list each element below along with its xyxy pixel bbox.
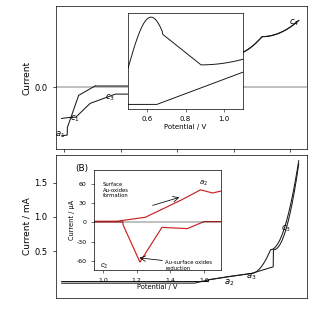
Text: (B): (B): [75, 164, 88, 173]
Text: $c_3$: $c_3$: [105, 92, 115, 103]
X-axis label: Potential / V: Potential / V: [137, 284, 178, 291]
Text: $a_2$: $a_2$: [224, 278, 235, 288]
Text: $c_2$: $c_2$: [145, 92, 155, 103]
Text: $c_2$: $c_2$: [100, 262, 109, 271]
Text: $c_1$: $c_1$: [70, 114, 79, 124]
Text: Surface
Au-oxides
formation: Surface Au-oxides formation: [103, 182, 129, 198]
Text: $c_4$: $c_4$: [289, 17, 299, 28]
X-axis label: Potential / V: Potential / V: [154, 168, 209, 177]
Text: $a_2$: $a_2$: [164, 68, 174, 79]
Y-axis label: Current / μA: Current / μA: [69, 200, 75, 240]
Text: $a_2$: $a_2$: [199, 179, 208, 188]
Text: $a_3$: $a_3$: [245, 272, 256, 282]
Text: Au-surface oxides
reduction: Au-surface oxides reduction: [165, 260, 212, 271]
Text: $a_1$: $a_1$: [55, 130, 65, 140]
Text: $c_3$: $c_3$: [281, 224, 291, 234]
X-axis label: Potential / V: Potential / V: [164, 124, 207, 130]
Y-axis label: Current: Current: [23, 60, 32, 95]
Y-axis label: Current / mA: Current / mA: [23, 197, 32, 255]
Text: $a_3$: $a_3$: [199, 51, 210, 61]
